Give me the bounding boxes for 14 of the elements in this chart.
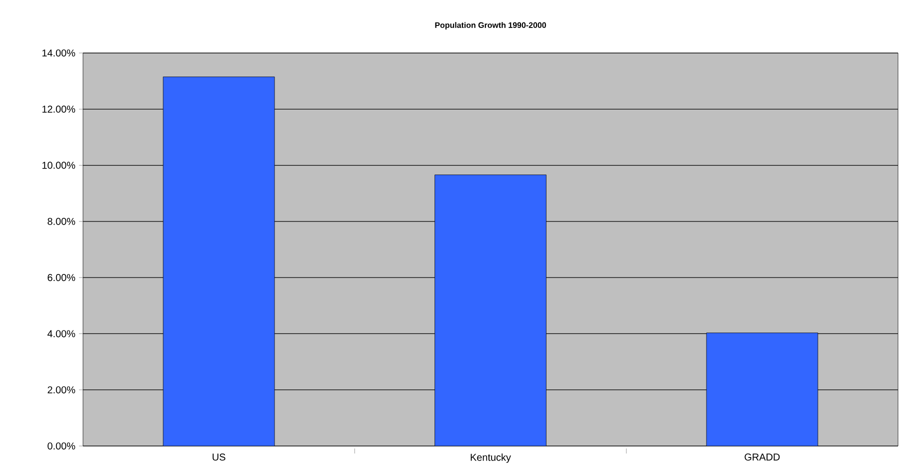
x-tick-label: US <box>212 454 226 461</box>
bar <box>706 332 818 446</box>
x-tick-label: Kentucky <box>470 454 511 463</box>
y-tick-label: 10.00% <box>42 162 76 169</box>
y-tick-label: 4.00% <box>47 330 76 338</box>
y-tick-label: 0.00% <box>48 442 76 450</box>
y-tick-label: 8.00% <box>48 218 76 225</box>
y-tick-label: 6.00% <box>48 274 76 282</box>
y-tick-label: 14.00% <box>42 49 76 57</box>
y-tick-label: 12.00% <box>42 106 76 113</box>
x-tick-label: GRADD <box>744 454 780 461</box>
bar <box>162 76 275 446</box>
y-tick-label: 2.00% <box>48 386 76 394</box>
bar <box>434 174 546 446</box>
